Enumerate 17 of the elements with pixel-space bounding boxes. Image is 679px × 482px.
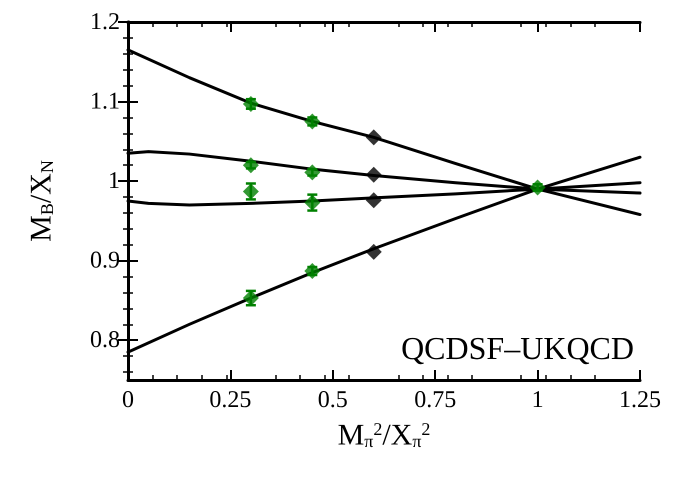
x-tick-label: 0.75: [414, 387, 456, 413]
point: [366, 192, 382, 208]
point: [366, 244, 382, 260]
point: [366, 166, 382, 183]
x-tick-label: 1: [532, 387, 544, 413]
x-tick-label: 1.25: [619, 387, 661, 413]
y-axis-title: MB/XN: [24, 160, 58, 242]
x-tick-label: 0: [122, 387, 134, 413]
y-tick-label: 0.9: [90, 248, 120, 274]
y-tick-label: 0.8: [90, 327, 120, 354]
x-tick-label: 0.5: [318, 387, 348, 413]
y-tick-label: 1: [108, 168, 120, 194]
annotation: QCDSF–UKQCD: [401, 330, 634, 366]
x-tick-label: 0.25: [209, 387, 252, 413]
y-tick-label: 1.2: [90, 9, 120, 35]
y-tick-label: 1.1: [90, 88, 120, 115]
point: [366, 129, 382, 146]
